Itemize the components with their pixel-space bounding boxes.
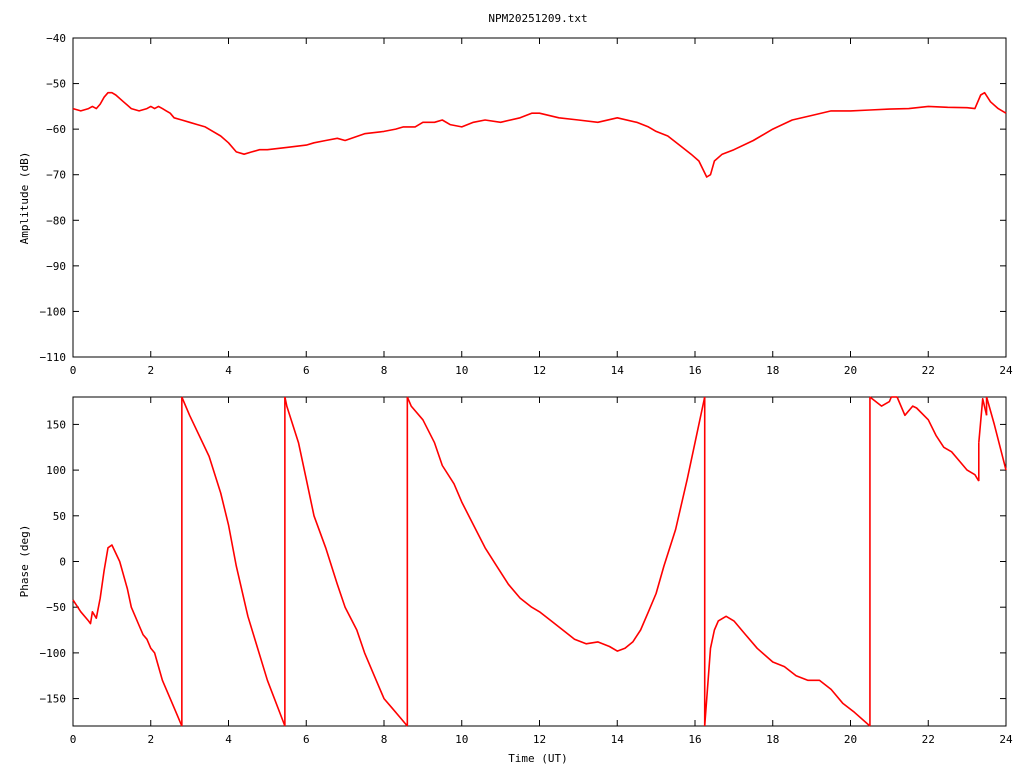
amplitude-x-tick-label: 8 [381, 364, 388, 377]
phase-x-tick-label: 18 [766, 733, 779, 746]
amplitude-x-tick-label: 18 [766, 364, 779, 377]
phase-x-tick-label: 20 [844, 733, 857, 746]
amplitude-series [72, 91, 1007, 178]
amplitude-x-tick-label: 14 [611, 364, 625, 377]
phase-x-tick-labels: 0 2 4 6 8 10 12 14 16 18 20 22 24 [70, 733, 1013, 746]
amplitude-x-tick-label: 16 [688, 364, 701, 377]
phase-line-segment [978, 397, 988, 443]
phase-y-tick-label: 50 [53, 510, 66, 523]
phase-x-tick-label: 12 [533, 733, 546, 746]
amplitude-y-tick-label: −110 [40, 351, 67, 364]
phase-y-tick-label: 0 [59, 556, 66, 569]
amplitude-x-tick-label: 10 [455, 364, 468, 377]
phase-line-segment [703, 615, 871, 727]
amplitude-x-tick-label: 6 [303, 364, 310, 377]
amplitude-panel: 0 2 4 6 8 10 12 14 16 18 20 22 24 −110−100−90−80−70−… [18, 32, 1013, 377]
amplitude-x-tick-label: 0 [70, 364, 77, 377]
phase-y-tick-label: −100 [40, 647, 67, 660]
amplitude-y-tick-label: −80 [46, 214, 66, 227]
phase-line-segment [181, 396, 286, 727]
phase-line-segment [985, 396, 1007, 471]
amplitude-y-tick-label: −100 [40, 305, 67, 318]
phase-series [72, 396, 1007, 727]
phase-line-segment [284, 396, 408, 727]
amplitude-y-tick-label: −70 [46, 169, 66, 182]
phase-line-segment [869, 396, 893, 407]
phase-x-tick-label: 14 [611, 733, 625, 746]
phase-y-tick-label: 100 [46, 464, 66, 477]
phase-x-tick-label: 10 [455, 733, 468, 746]
phase-x-tick-label: 24 [999, 733, 1013, 746]
phase-plot-frame [72, 396, 1007, 727]
phase-x-tick-label: 0 [70, 733, 77, 746]
amplitude-x-tick-label: 12 [533, 364, 546, 377]
amplitude-y-tick-label: −50 [46, 78, 66, 91]
amplitude-ticks [72, 37, 1007, 358]
phase-x-axis-label: Time (UT) [508, 752, 568, 765]
amplitude-line-segment [72, 91, 1007, 178]
phase-x-tick-label: 16 [688, 733, 701, 746]
phase-line-segment [896, 396, 980, 482]
amplitude-y-tick-label: −60 [46, 123, 66, 136]
phase-x-tick-label: 22 [922, 733, 935, 746]
amplitude-x-tick-labels: 0 2 4 6 8 10 12 14 16 18 20 22 24 [70, 364, 1013, 377]
phase-y-tick-label: −150 [40, 693, 67, 706]
chart-title: NPM20251209.txt [488, 12, 587, 25]
amplitude-x-tick-label: 24 [999, 364, 1013, 377]
amplitude-x-tick-label: 20 [844, 364, 857, 377]
amplitude-x-tick-label: 22 [922, 364, 935, 377]
phase-panel: 0 2 4 6 8 10 12 14 16 18 20 22 24 −150−100−500501001… [18, 396, 1013, 765]
phase-x-tick-label: 6 [303, 733, 310, 746]
phase-ticks [72, 397, 1007, 726]
amplitude-y-tick-labels: −110 −100 −90 −80 −70 −60 −50 −40 [40, 32, 67, 364]
phase-line-segment [406, 396, 706, 652]
amplitude-x-tick-label: 4 [225, 364, 232, 377]
amplitude-y-axis-label: Amplitude (dB) [18, 152, 31, 245]
amplitude-y-tick-label: −90 [46, 260, 66, 273]
phase-y-tick-labels: −150 −100 −50 0 50 100 150 [40, 418, 67, 705]
phase-x-tick-label: 4 [225, 733, 232, 746]
amplitude-plot-frame [72, 37, 1007, 358]
phase-x-tick-label: 8 [381, 733, 388, 746]
phase-line-segment [72, 544, 183, 727]
phase-y-tick-label: −50 [46, 601, 66, 614]
phase-x-tick-label: 2 [147, 733, 154, 746]
amplitude-y-tick-label: −40 [46, 32, 66, 45]
phase-y-tick-label: 150 [46, 418, 66, 431]
phase-y-axis-label: Phase (deg) [18, 525, 31, 598]
amplitude-x-tick-label: 2 [147, 364, 154, 377]
